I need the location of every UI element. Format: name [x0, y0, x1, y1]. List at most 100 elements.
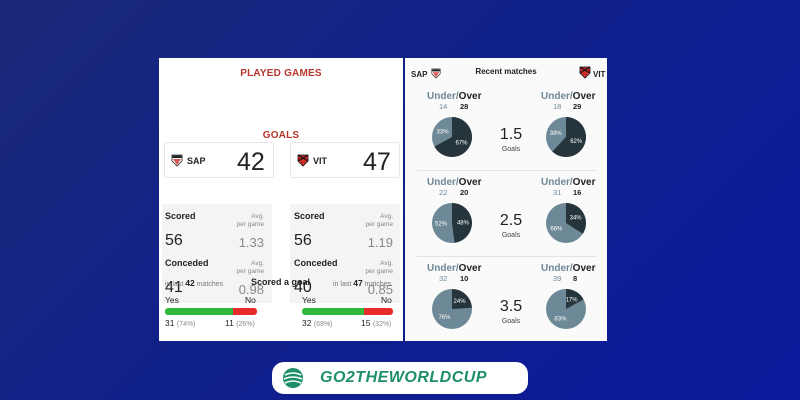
home-over-under-pie: 67% 33%: [432, 117, 472, 157]
rm-away-code: VIT: [593, 70, 606, 79]
played-games-title: PLAYED GAMES: [240, 68, 322, 79]
away-yes-label: Yes: [302, 295, 316, 305]
over-pct-label: 34%: [570, 216, 583, 222]
over-slice: [552, 117, 586, 157]
under-pct-label: 66%: [550, 226, 563, 232]
home-under-over-label: Under/Over: [427, 177, 482, 188]
away-scored-bar: [302, 308, 393, 315]
home-under-count: 22: [439, 188, 448, 197]
away-under-count: 18: [553, 102, 562, 111]
over-slice: [566, 289, 584, 309]
away-over-under-pie: 34% 66%: [546, 203, 586, 243]
over-slice: [566, 203, 586, 234]
away-played-box: VIT 47: [290, 142, 400, 178]
away-no-count: 15 (32%): [361, 318, 392, 328]
goal-line-label: Goals: [501, 232, 521, 239]
over-pct-label: 48%: [457, 220, 470, 226]
home-scored-label: Scored: [165, 211, 196, 221]
away-over-count: 29: [573, 102, 582, 111]
home-under-over-label: Under/Over: [427, 263, 482, 274]
home-scored-bar: [165, 308, 257, 315]
away-played-count: 47: [363, 148, 391, 176]
away-over-count: 8: [573, 274, 578, 283]
brand-logo-pill: GO2THEWORLDCUP: [272, 362, 528, 394]
home-scored-value: 56: [165, 232, 183, 249]
home-goals-box: Scored Avg. per game 56 1.33 Conceded Avg…: [162, 204, 272, 303]
home-under-count: 32: [439, 274, 448, 283]
under-pct-label: 33%: [437, 129, 450, 135]
over-slice: [452, 289, 472, 309]
sao-paulo-crest-icon: [171, 154, 183, 167]
goal-line-label: Goals: [501, 146, 521, 153]
over-slice: [434, 117, 472, 157]
home-over-count: 28: [460, 102, 469, 111]
vitoria-crest-icon: [579, 66, 591, 79]
home-team-code: SAP: [187, 156, 206, 166]
home-conceded-value: 41: [165, 279, 183, 296]
away-scored-label: Scored: [294, 211, 325, 221]
under-pct-label: 52%: [435, 222, 448, 228]
home-over-count: 10: [460, 274, 469, 283]
away-over-under-pie: 62% 38%: [546, 117, 586, 157]
recent-matches-card: SAP Recent matches VIT Under/Over 14 28 …: [405, 58, 607, 341]
recent-matches-title: Recent matches: [475, 67, 537, 76]
rm-home-code: SAP: [411, 70, 428, 79]
vitoria-crest-icon: [297, 154, 309, 167]
over-pct-label: 17%: [566, 298, 579, 304]
away-under-count: 39: [553, 274, 562, 283]
home-over-under-pie: 48% 52%: [432, 203, 473, 243]
away-last-matches: in last 47 matches: [333, 278, 392, 288]
under-pct-label: 38%: [550, 131, 563, 137]
home-over-under-pie: 24% 76%: [432, 289, 472, 329]
over-pct-label: 24%: [454, 299, 467, 305]
away-yes-fill: [302, 308, 364, 315]
away-under-count: 31: [553, 188, 562, 197]
home-yes-count: 31 (74%): [165, 318, 196, 328]
home-over-count: 20: [460, 188, 469, 197]
home-no-fill: [233, 308, 257, 315]
away-goals-box: Scored Avg. per game 56 1.19 Conceded Avg…: [290, 204, 400, 303]
scored-a-goal-title: Scored a goal: [251, 277, 311, 287]
home-under-count: 14: [439, 102, 448, 111]
away-no-label: No: [381, 295, 392, 305]
goal-line-value: 2.5: [499, 212, 523, 229]
away-over-count: 16: [573, 188, 582, 197]
row-divider: [417, 170, 597, 171]
under-pct-label: 83%: [554, 316, 567, 322]
home-no-label: No: [245, 295, 256, 305]
goal-line-value: 3.5: [499, 298, 523, 315]
under-pct-label: 76%: [438, 315, 451, 321]
sao-paulo-crest-icon: [431, 68, 441, 79]
brand-name: GO2THEWORLDCUP: [320, 369, 487, 386]
goal-line-label: Goals: [501, 318, 521, 325]
home-conceded-label: Conceded: [165, 258, 209, 268]
away-conceded-value: 40: [294, 279, 312, 296]
away-scored-avg-label: Avg. per game: [365, 213, 393, 228]
away-yes-count: 32 (68%): [302, 318, 333, 328]
home-under-over-label: Under/Over: [427, 91, 482, 102]
home-played-box: SAP 42: [164, 142, 274, 178]
home-scored-avg-label: Avg. per game: [236, 213, 264, 228]
home-yes-fill: [165, 308, 234, 315]
away-no-fill: [363, 308, 393, 315]
home-conceded-avg-label: Avg. per game: [236, 260, 264, 275]
away-conceded-avg-label: Avg. per game: [365, 260, 393, 275]
away-under-over-label: Under/Over: [541, 177, 596, 188]
goal-line-value: 1.5: [499, 126, 523, 143]
away-under-over-label: Under/Over: [541, 263, 596, 274]
away-over-under-pie: 17% 83%: [546, 289, 586, 329]
soccer-ball-icon: [283, 368, 303, 388]
home-last-matches: in last 42 matches: [165, 278, 224, 288]
over-pct-label: 67%: [455, 141, 468, 147]
home-yes-label: Yes: [165, 295, 179, 305]
away-under-over-label: Under/Over: [541, 91, 596, 102]
row-divider: [417, 256, 597, 257]
home-conceded-avg: 0.98: [238, 282, 264, 297]
goals-title: GOALS: [262, 130, 300, 141]
home-scored-avg: 1.33: [238, 235, 264, 250]
team-stats-card: PLAYED GAMES SAP 42 VIT 47 GOALS Scored …: [159, 58, 403, 341]
away-conceded-avg: 0.85: [367, 282, 393, 297]
over-pct-label: 62%: [570, 139, 583, 145]
away-conceded-label: Conceded: [294, 258, 338, 268]
away-team-code: VIT: [313, 156, 328, 166]
